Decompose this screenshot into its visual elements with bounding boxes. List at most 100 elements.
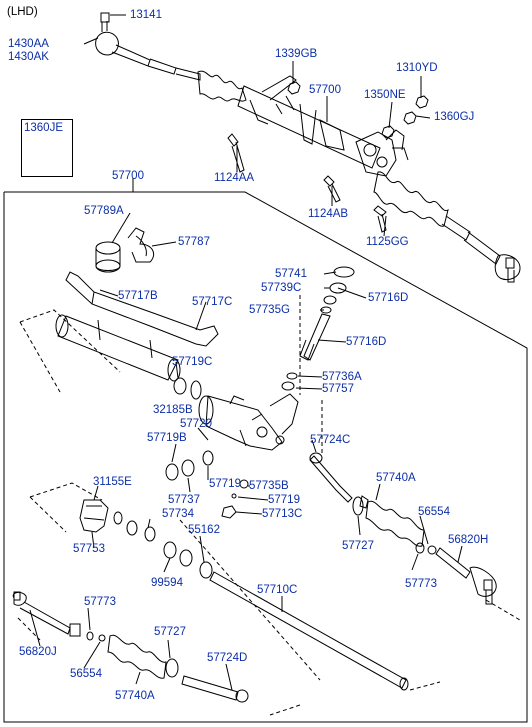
ring-57734b bbox=[126, 520, 138, 536]
part-label-57773-left: 57773 bbox=[84, 596, 116, 608]
part-label-57735B: 57735B bbox=[249, 480, 289, 492]
tie-rod-end-left bbox=[12, 591, 81, 637]
tube-housing bbox=[55, 314, 181, 382]
nut-1360GJ bbox=[403, 111, 417, 125]
boot-57740A-left bbox=[107, 634, 167, 679]
part-label-57716D-lower: 57716D bbox=[346, 336, 387, 348]
part-label-1124AA: 1124AA bbox=[214, 172, 255, 184]
part-label-99594: 99594 bbox=[151, 577, 183, 589]
part-label-55162: 55162 bbox=[188, 524, 220, 536]
part-label-57739C: 57739C bbox=[261, 282, 302, 294]
part-label-57717C: 57717C bbox=[192, 296, 233, 308]
gear-housing bbox=[198, 393, 299, 451]
part-label-56820H: 56820H bbox=[448, 534, 489, 546]
nut-56554-left bbox=[98, 634, 106, 642]
rack-57710C bbox=[209, 571, 409, 691]
part-label-57713C: 57713C bbox=[262, 508, 303, 520]
bushing-57789A bbox=[95, 241, 121, 273]
ring-57719C bbox=[190, 380, 202, 400]
part-label-57757: 57757 bbox=[322, 383, 354, 395]
ring-99594b bbox=[179, 549, 193, 567]
bracket-57717 bbox=[65, 271, 219, 347]
part-label-57740A-left: 57740A bbox=[115, 690, 155, 702]
clamp-57787 bbox=[127, 227, 155, 263]
part-label-57719-a: 57719 bbox=[209, 478, 241, 490]
part-label-57734: 57734 bbox=[162, 508, 194, 520]
part-label-13141: 13141 bbox=[130, 9, 162, 21]
inset-code-label: 1360JE bbox=[24, 122, 64, 134]
part-label-57724C: 57724C bbox=[310, 434, 351, 446]
ring-57727-left bbox=[165, 658, 179, 678]
part-label-32185B: 32185B bbox=[153, 404, 193, 416]
part-label-57727-left: 57727 bbox=[154, 626, 186, 638]
part-label-57773-right: 57773 bbox=[405, 578, 437, 590]
part-label-1430AA: 1430AA bbox=[8, 38, 49, 50]
part-label-1339GB: 1339GB bbox=[275, 48, 318, 60]
seal-57737 bbox=[181, 459, 195, 477]
ring-57773-left bbox=[86, 631, 94, 641]
ring-55162 bbox=[199, 561, 213, 579]
part-label-56820J: 56820J bbox=[19, 646, 57, 658]
part-label-1360GJ: 1360GJ bbox=[434, 111, 475, 123]
ball-57735B bbox=[239, 479, 249, 489]
part-label-57724D: 57724D bbox=[207, 652, 248, 664]
part-label-56554-right: 56554 bbox=[418, 506, 450, 518]
bolt-1125GG bbox=[373, 205, 387, 233]
part-label-57736A: 57736A bbox=[322, 371, 362, 383]
part-label-31155E: 31155E bbox=[93, 476, 132, 488]
tie-rod-end-right bbox=[435, 547, 497, 605]
assembly-frame-outline bbox=[3, 191, 528, 723]
part-label-57740A-right: 57740A bbox=[376, 472, 416, 484]
rack-housing-top bbox=[237, 75, 409, 177]
part-label-57717B: 57717B bbox=[118, 290, 158, 302]
dashed-guides bbox=[17, 295, 521, 716]
tie-rod-right-top bbox=[441, 215, 521, 283]
ring-57727-right bbox=[352, 496, 364, 516]
part-label-57741: 57741 bbox=[275, 268, 307, 280]
boot-57753 bbox=[79, 499, 109, 533]
ring-57773-right bbox=[415, 542, 425, 554]
nut-56554-right bbox=[427, 545, 437, 555]
part-label-1350NE: 1350NE bbox=[364, 89, 406, 101]
pinion-stack bbox=[281, 266, 355, 391]
part-label-57719B: 57719B bbox=[147, 432, 187, 444]
part-label-57735G: 57735G bbox=[249, 304, 290, 316]
part-label-57719C: 57719C bbox=[172, 356, 213, 368]
variant-label: (LHD) bbox=[7, 6, 38, 18]
part-label-56554-left: 56554 bbox=[70, 668, 102, 680]
ball-57719b bbox=[231, 493, 237, 499]
seal-57719a bbox=[202, 450, 214, 466]
part-label-1310YD: 1310YD bbox=[396, 62, 438, 74]
ring-57734c bbox=[144, 526, 156, 542]
part-label-57710C: 57710C bbox=[257, 584, 298, 596]
part-label-57787: 57787 bbox=[178, 236, 210, 248]
boot-57740A-right bbox=[359, 495, 425, 547]
part-label-57719-b: 57719 bbox=[268, 494, 300, 506]
boot-top-right bbox=[373, 171, 449, 227]
part-label-57737: 57737 bbox=[168, 494, 200, 506]
nut-1350NE bbox=[381, 125, 395, 139]
part-label-57727-right: 57727 bbox=[342, 540, 374, 552]
bolt-1124AA bbox=[227, 133, 245, 173]
boot-top-left bbox=[175, 67, 247, 102]
assembly-code-label: 57700 bbox=[112, 170, 144, 182]
part-label-57716D-upper: 57716D bbox=[368, 292, 409, 304]
inner-tie-rod-57724D bbox=[181, 675, 249, 703]
nut-57713C bbox=[221, 505, 237, 519]
part-label-1430AK: 1430AK bbox=[8, 51, 49, 63]
ring-57734a bbox=[113, 511, 123, 525]
part-label-1125GG: 1125GG bbox=[366, 236, 409, 248]
ring-99594a bbox=[163, 541, 177, 559]
ring-32185B bbox=[173, 377, 187, 395]
part-label-1124AB: 1124AB bbox=[308, 208, 349, 220]
part-label-57753: 57753 bbox=[73, 543, 105, 555]
part-label-57700-top: 57700 bbox=[309, 84, 341, 96]
inner-tie-rod-57724C bbox=[309, 452, 353, 503]
tie-rod-end-left-top bbox=[95, 12, 177, 75]
nut-1310YD bbox=[415, 95, 429, 109]
nut-1339GB bbox=[287, 81, 301, 95]
part-label-57720: 57720 bbox=[180, 418, 212, 430]
seal-57719B bbox=[165, 463, 179, 481]
part-label-57789A: 57789A bbox=[84, 205, 124, 217]
